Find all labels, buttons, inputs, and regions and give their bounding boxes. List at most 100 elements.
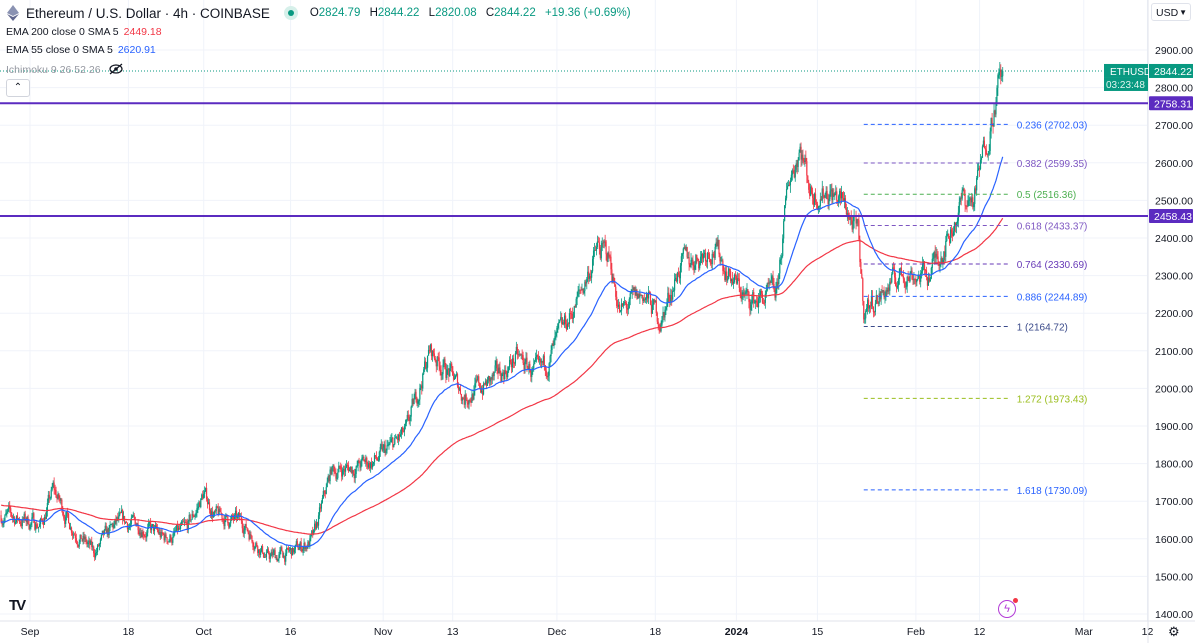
candle-body (548, 363, 550, 376)
settings-icon[interactable]: ⚙ (1168, 624, 1180, 639)
candle-body (501, 374, 503, 382)
candle-body (334, 471, 336, 473)
indicator-ema200[interactable]: EMA 200 close 0 SMA 5 2449.18 (6, 26, 162, 38)
candle-body (591, 258, 594, 272)
candle-body (546, 375, 548, 378)
candle-body (333, 465, 335, 472)
high-value: 2844.22 (377, 7, 420, 19)
tradingview-logo[interactable]: TV (9, 597, 26, 614)
candle-body (48, 494, 50, 499)
candle-body (345, 464, 348, 468)
candle-body (525, 357, 527, 362)
candle-body (262, 552, 265, 558)
candle-body (553, 338, 555, 346)
candle-body (628, 299, 630, 309)
candle-body (810, 186, 812, 196)
candle-body (231, 515, 233, 520)
candle-body (915, 280, 917, 283)
candle-body (874, 303, 876, 312)
candle-body (206, 499, 209, 505)
candle-body (41, 519, 44, 522)
candle-body (129, 524, 131, 527)
candle-body (71, 532, 74, 536)
candle-body (701, 253, 703, 257)
candle-body (54, 489, 56, 491)
candle-body (166, 537, 168, 542)
candle-body (358, 460, 360, 464)
candle-body (261, 545, 264, 553)
candle-body (797, 160, 799, 167)
candle-body (702, 254, 705, 259)
price-tick-label: 2200.00 (1155, 308, 1193, 320)
candle-body (282, 551, 284, 558)
candle-body (343, 469, 346, 472)
indicator-ema55[interactable]: EMA 55 close 0 SMA 5 2620.91 (6, 44, 156, 56)
ohlc-readout: O2824.79 H2844.22 L2820.08 C2844.22 +19.… (309, 7, 631, 19)
candle-body (114, 519, 116, 526)
candle-body (409, 416, 411, 421)
candle-body (522, 355, 524, 364)
lightning-icon[interactable]: ϟ (998, 598, 1018, 618)
candle-body (340, 466, 342, 470)
price-tick-label: 2700.00 (1155, 120, 1193, 132)
candle-body (537, 356, 540, 361)
candle-body (583, 290, 585, 293)
candle-body (772, 276, 774, 284)
close-value: 2844.22 (494, 7, 536, 19)
candle-body (365, 457, 367, 462)
market-status-icon[interactable] (283, 6, 298, 20)
candle-body (792, 170, 794, 173)
collapse-legend-button[interactable]: ⌃ (6, 79, 30, 97)
candle-body (629, 293, 631, 300)
candle-body (739, 287, 741, 293)
candle-body (977, 169, 979, 178)
candle-body (403, 426, 406, 432)
candle-body (586, 278, 588, 284)
candle-body (564, 315, 566, 325)
candle-body (62, 509, 64, 515)
candle-body (394, 437, 396, 445)
candle-body (788, 184, 791, 186)
candle-body (388, 444, 390, 445)
candle-body (922, 263, 924, 272)
indicator-ichimoku[interactable]: Ichimoku 9 26 52 26 (6, 63, 124, 76)
candle-body (579, 289, 581, 291)
candle-body (214, 511, 216, 512)
candle-body (502, 372, 504, 375)
candle-body (814, 193, 817, 203)
candle-body (422, 373, 424, 389)
candle-body (632, 289, 634, 291)
price-tick-label: 1700.00 (1155, 496, 1193, 508)
symbol-title[interactable]: Ethereum / U.S. Dollar · 4h · COINBASE (26, 5, 270, 21)
candle-body (850, 216, 852, 220)
candle-body (352, 470, 354, 474)
candle-body (971, 197, 973, 203)
candle-body (956, 220, 958, 224)
hidden-eye-icon[interactable] (108, 63, 124, 75)
time-tick-label: 13 (447, 626, 459, 638)
currency-select[interactable]: USD ▼ (1151, 3, 1191, 21)
candle-body (306, 546, 308, 549)
candle-body (370, 462, 372, 469)
candle-body (825, 190, 827, 194)
candle-body (883, 290, 885, 298)
candle-body (564, 315, 567, 325)
candle-body (201, 494, 203, 499)
candle-body (360, 461, 362, 468)
candle-body (331, 466, 333, 475)
candle-body (432, 350, 434, 354)
candle-body (339, 465, 341, 467)
candle-body (992, 123, 994, 127)
candle-body (442, 364, 444, 375)
candle-body (670, 295, 672, 302)
candle-body (427, 349, 430, 356)
candle-body (47, 494, 49, 503)
candle-body (361, 457, 363, 462)
candle-body (572, 317, 574, 319)
candle-body (293, 549, 296, 553)
candle-body (296, 541, 298, 548)
candle-body (276, 557, 278, 562)
candle-body (63, 514, 65, 519)
candle-body (204, 491, 206, 494)
